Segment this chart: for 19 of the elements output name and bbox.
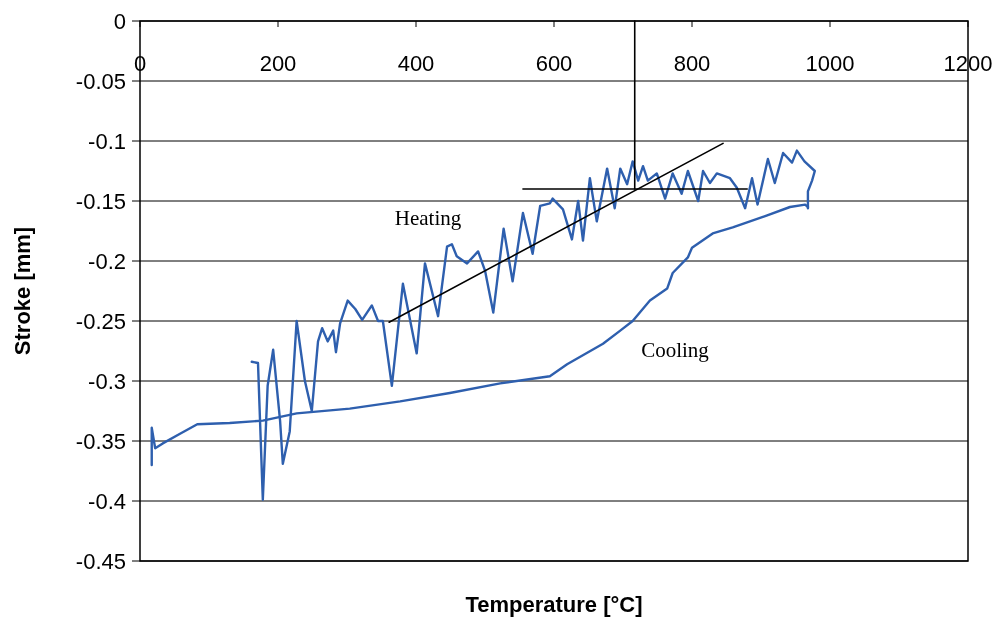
y-tick-label: -0.4 <box>88 488 126 514</box>
x-tick-label: 400 <box>397 51 435 76</box>
series-label: Cooling <box>641 338 710 363</box>
y-tick-label: -0.3 <box>88 368 126 394</box>
y-tick-label: -0.2 <box>88 248 126 274</box>
y-tick-label: 0 <box>113 8 126 34</box>
x-tick-label: 600 <box>535 51 573 76</box>
y-tick-label: -0.05 <box>75 68 126 94</box>
x-axis-title: Temperature [°C] <box>465 592 643 617</box>
x-tick-label: 200 <box>259 51 297 76</box>
y-tick-label: -0.45 <box>75 548 126 574</box>
y-axis-title: Stroke [mm] <box>10 226 35 356</box>
y-tick-label: -0.1 <box>88 128 126 154</box>
y-tick-label: -0.35 <box>75 428 126 454</box>
x-tick-label: 800 <box>673 51 711 76</box>
x-tick-label: 1000 <box>805 51 855 76</box>
y-tick-label: -0.15 <box>75 188 126 214</box>
series-label: Heating <box>394 206 462 231</box>
y-tick-label: -0.25 <box>75 308 126 334</box>
